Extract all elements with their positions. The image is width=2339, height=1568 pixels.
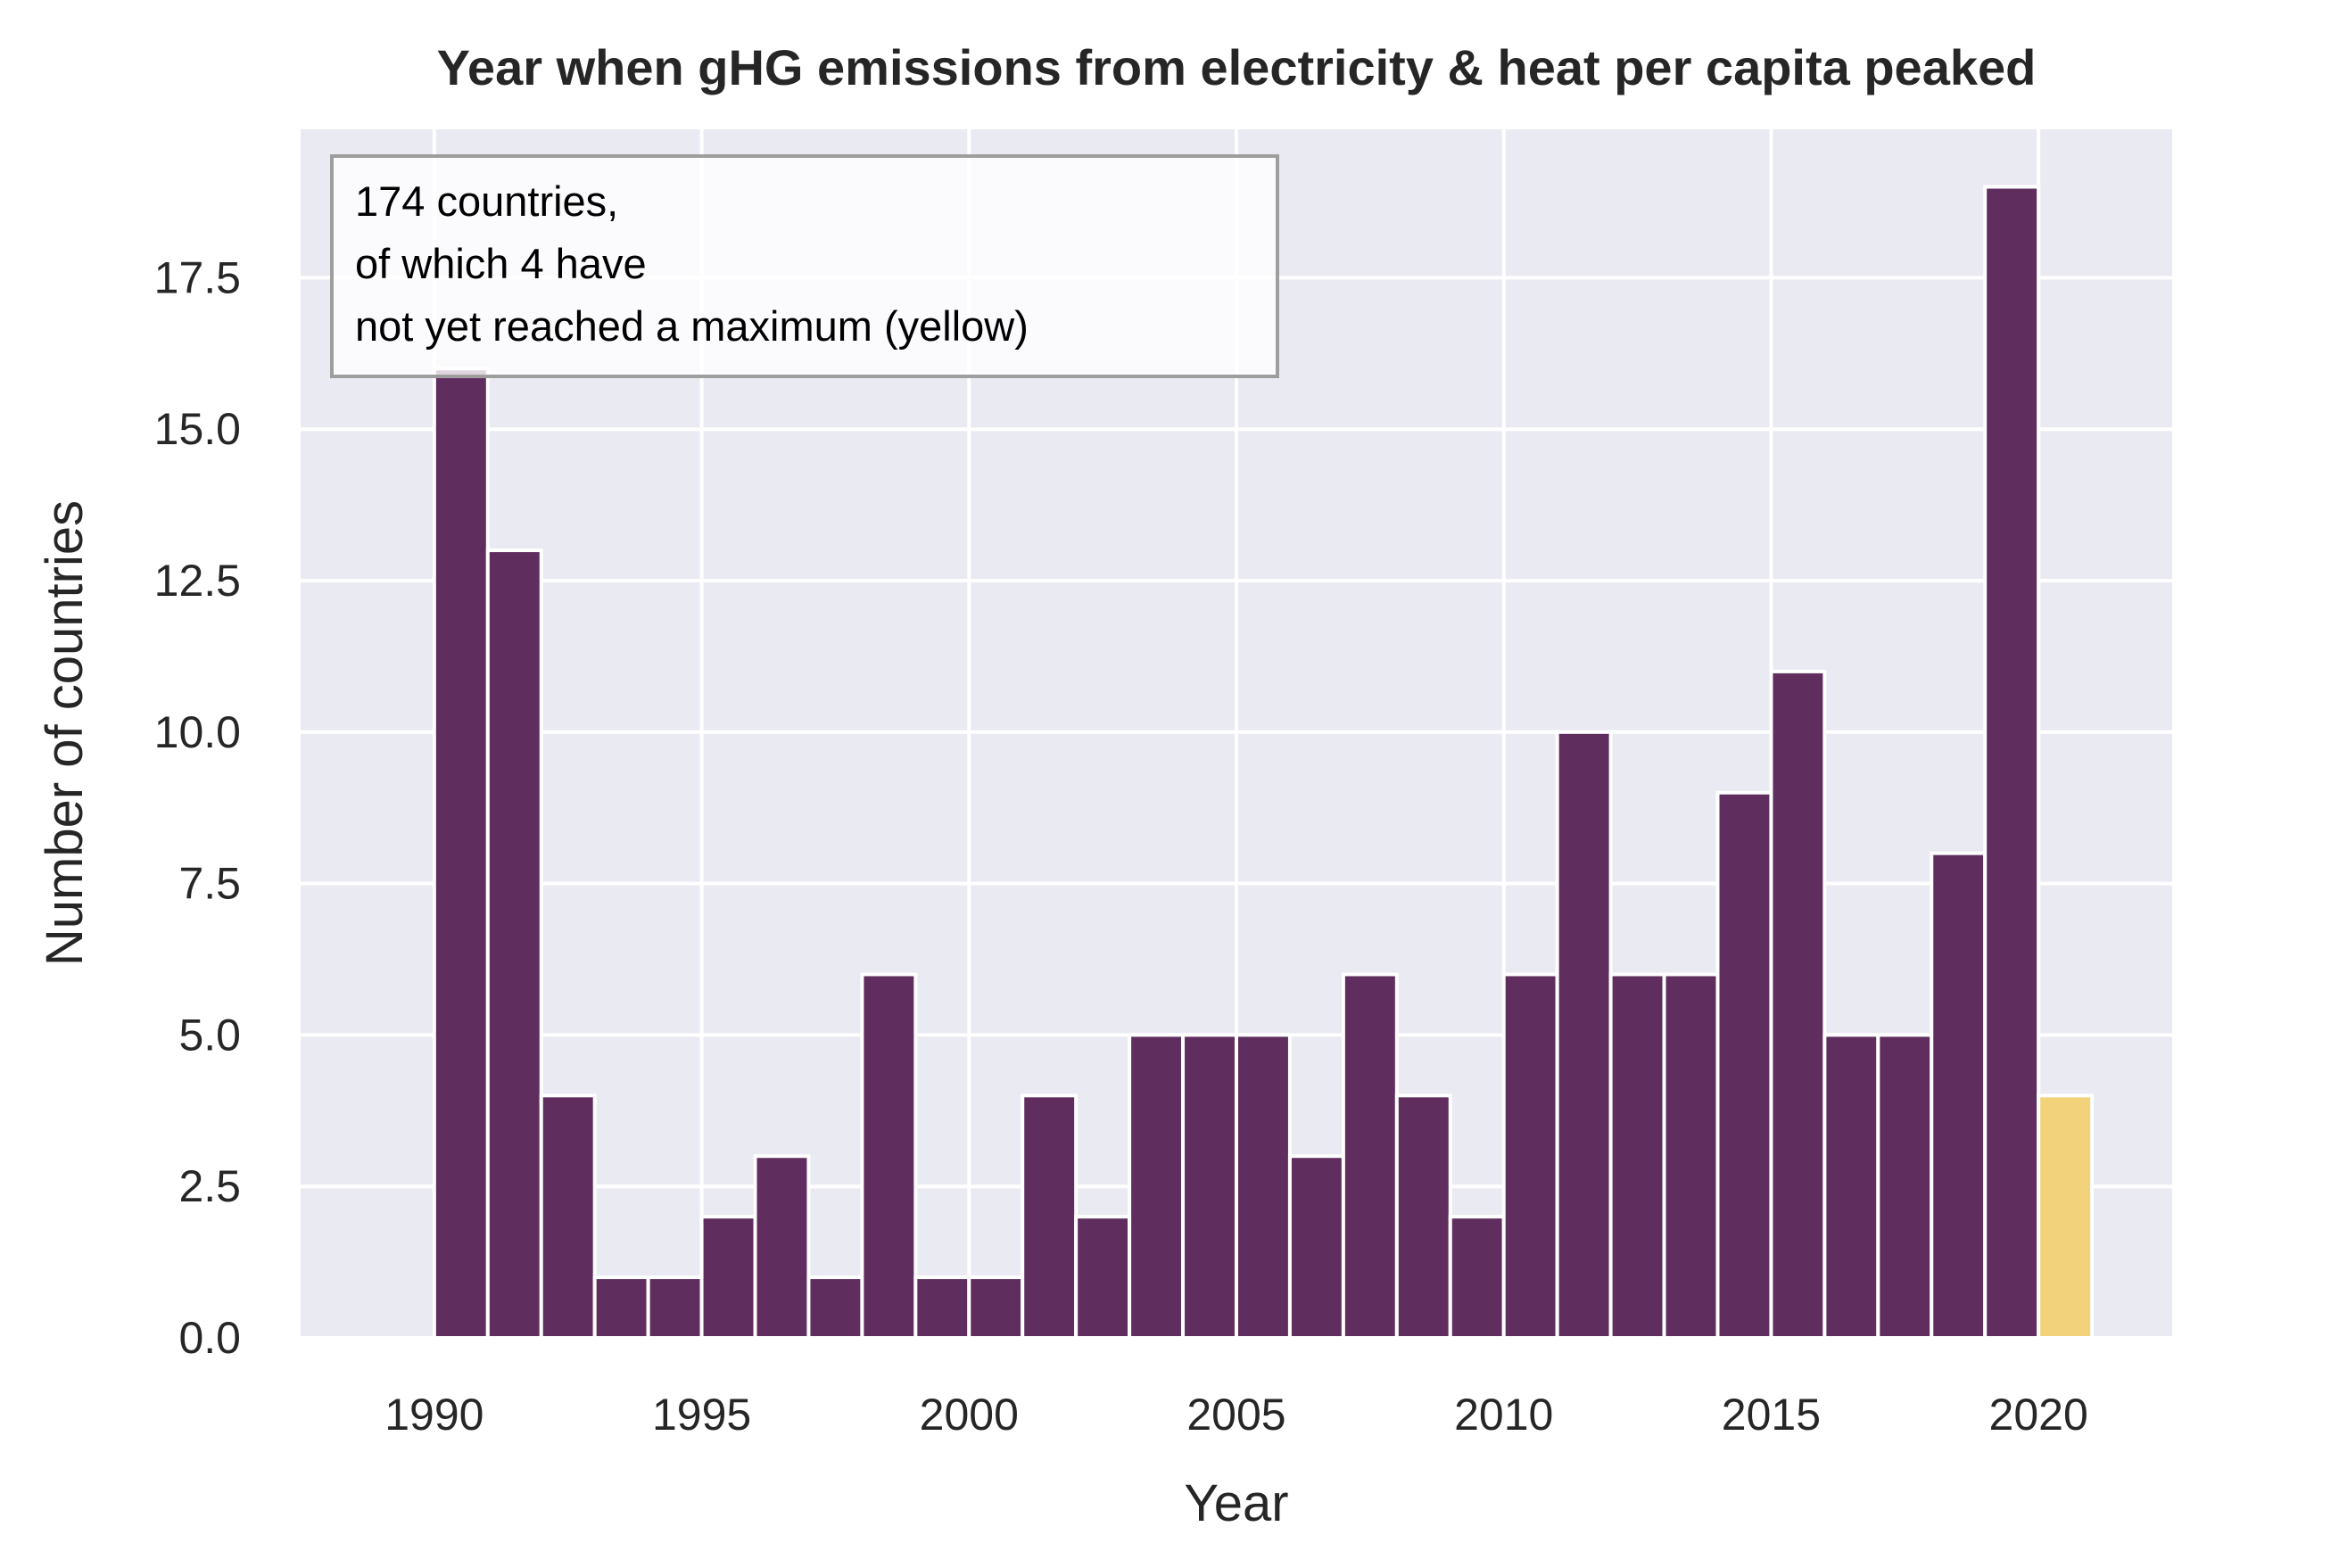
bar-1997 — [806, 1275, 864, 1340]
bar-2005 — [1235, 1033, 1292, 1340]
bar-1993 — [592, 1275, 650, 1340]
x-tick-label-2005: 2005 — [1186, 1390, 1285, 1440]
bar-1994 — [646, 1275, 704, 1340]
annotation-box: 174 countries, of which 4 have not yet r… — [330, 154, 1279, 378]
bar-2004 — [1181, 1033, 1238, 1340]
bar-2012 — [1608, 972, 1666, 1340]
bar-1999 — [913, 1275, 971, 1340]
bar-2001 — [1021, 1093, 1079, 1340]
y-tick-label: 2.5 — [178, 1161, 241, 1211]
annotation-line-2: of which 4 have — [355, 240, 647, 287]
x-axis-label: Year — [1184, 1474, 1288, 1532]
bar-2010 — [1501, 972, 1559, 1340]
bar-1998 — [860, 972, 918, 1340]
bar-1991 — [485, 549, 543, 1340]
bar-1995 — [699, 1215, 757, 1340]
bar-2013 — [1662, 972, 1720, 1340]
y-tick-label: 0.0 — [178, 1313, 241, 1363]
bar-2011 — [1555, 730, 1613, 1340]
x-tick-label-2000: 2000 — [920, 1390, 1019, 1440]
bar-2002 — [1074, 1215, 1132, 1340]
bar-2008 — [1394, 1093, 1452, 1340]
bar-2018 — [1930, 851, 1988, 1340]
x-tick-label-2020: 2020 — [1989, 1390, 2088, 1440]
annotation-line-1: 174 countries, — [355, 177, 618, 225]
bar-2007 — [1341, 972, 1399, 1340]
y-axis-label: Number of countries — [36, 500, 94, 966]
bar-1990 — [432, 367, 490, 1340]
bar-2017 — [1876, 1033, 1934, 1340]
x-tick-label-2010: 2010 — [1454, 1390, 1553, 1440]
bar-2020-highlight — [2037, 1093, 2095, 1340]
y-tick-labels: 0.0 2.5 5.0 7.5 10.0 12.5 15.0 17.5 — [154, 252, 241, 1363]
bar-2009 — [1448, 1215, 1506, 1340]
chart-title: Year when gHG emissions from electricity… — [437, 39, 2037, 95]
bar-2016 — [1822, 1033, 1880, 1340]
bar-2003 — [1128, 1033, 1186, 1340]
annotation-line-3: not yet reached a maximum (yellow) — [355, 302, 1029, 350]
x-tick-label-1995: 1995 — [652, 1390, 751, 1440]
bars — [432, 185, 2095, 1340]
bar-2015 — [1769, 669, 1827, 1340]
bar-1996 — [753, 1154, 811, 1340]
bar-2014 — [1715, 790, 1773, 1340]
y-tick-label: 7.5 — [178, 859, 241, 909]
y-tick-label: 17.5 — [154, 252, 241, 302]
y-tick-label: 10.0 — [154, 707, 241, 757]
x-tick-label-2015: 2015 — [1722, 1390, 1821, 1440]
bar-2006 — [1287, 1154, 1345, 1340]
x-tick-labels: 1990 1995 2000 2005 2010 2015 2020 — [384, 1390, 2088, 1440]
y-tick-label: 12.5 — [154, 556, 241, 606]
y-tick-label: 15.0 — [154, 404, 241, 454]
y-tick-label: 5.0 — [178, 1010, 241, 1060]
bar-1992 — [539, 1093, 597, 1340]
x-tick-label-1990: 1990 — [384, 1390, 484, 1440]
bar-2000 — [967, 1275, 1025, 1340]
bar-2019 — [1983, 185, 2041, 1340]
